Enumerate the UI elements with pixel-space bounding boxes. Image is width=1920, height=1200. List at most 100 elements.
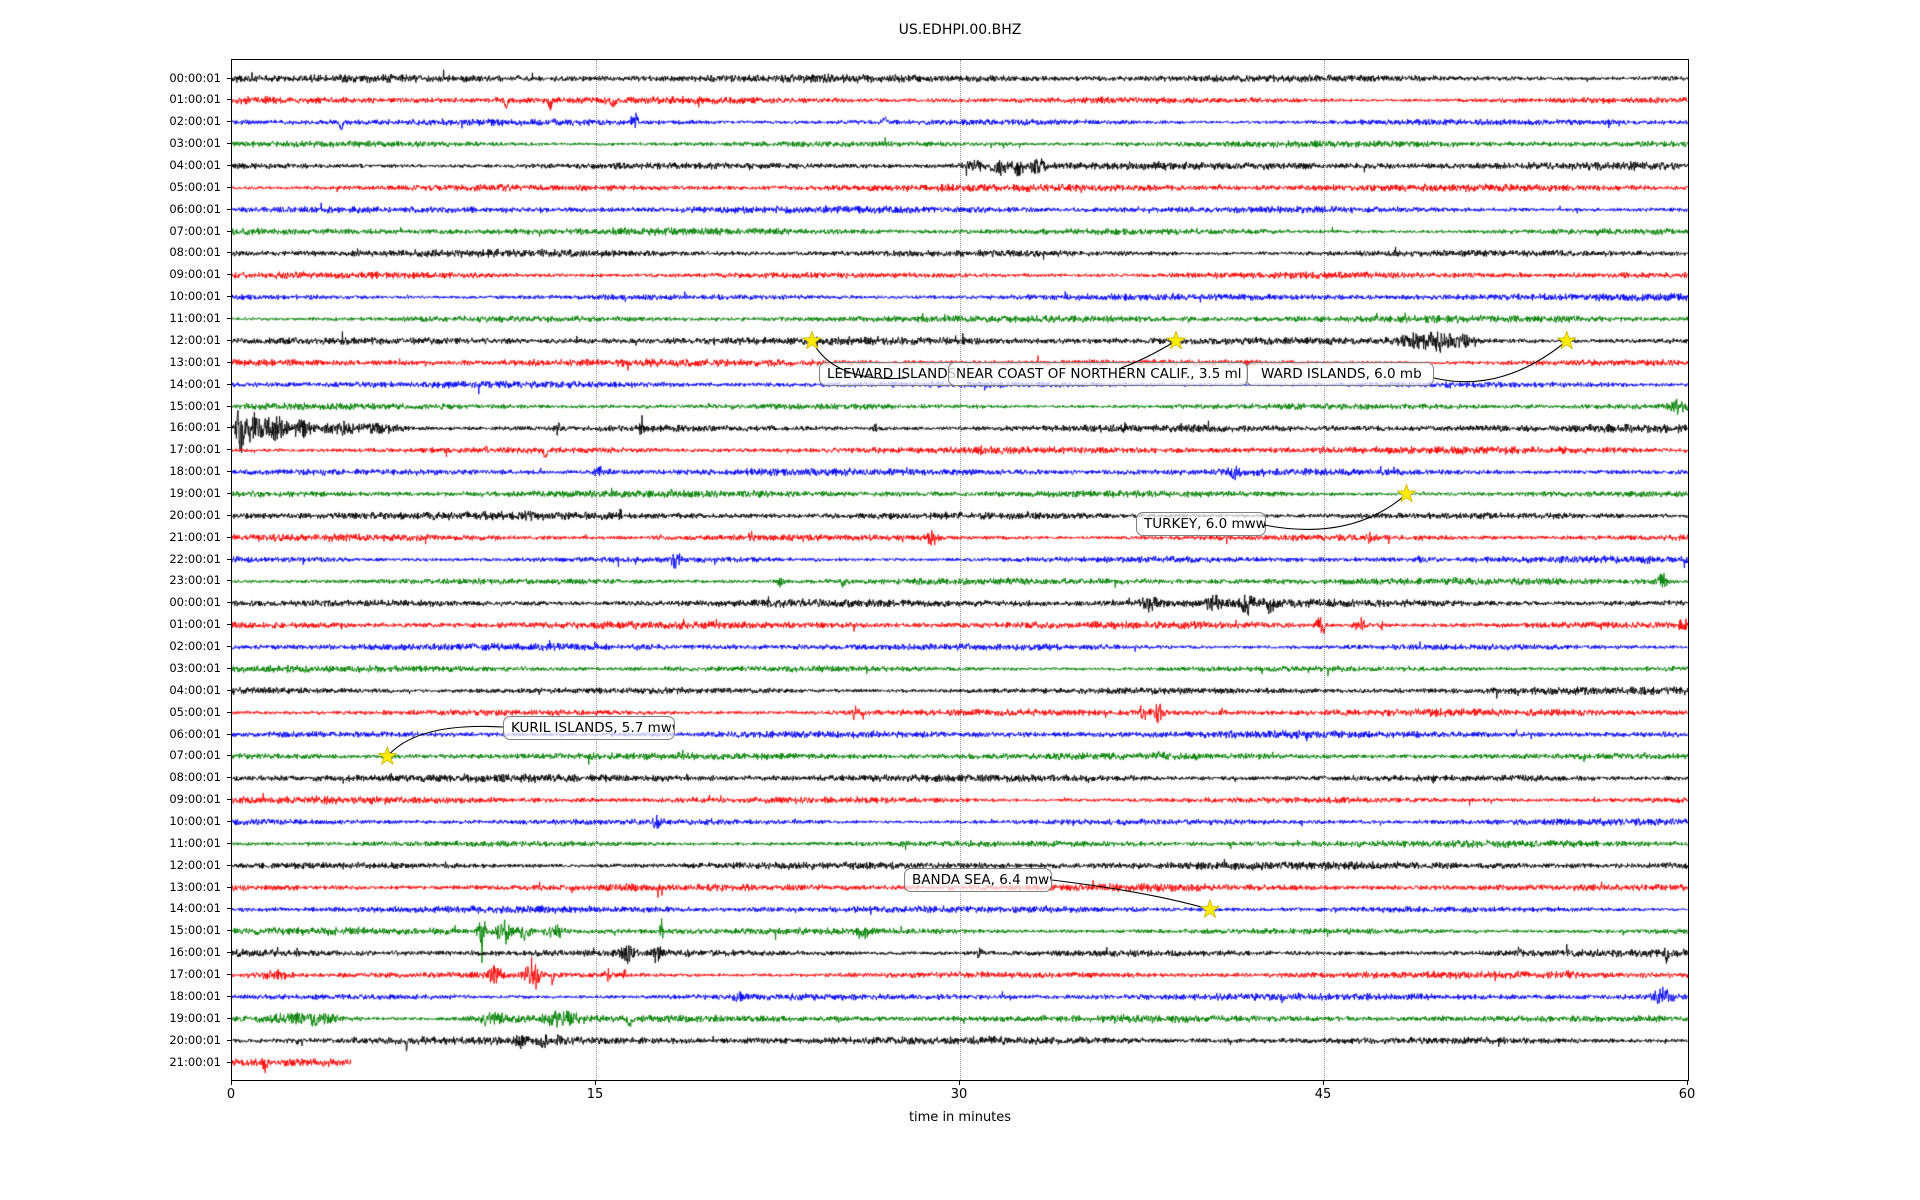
annotation-box-leeward-islands-b: WARD ISLANDS, 6.0 mb — [1246, 362, 1434, 386]
annotation-label: BANDA SEA, 6.4 mww — [912, 872, 1052, 888]
y-axis-label: 20:00:01 — [169, 507, 221, 522]
y-axis-label: 14:00:01 — [169, 901, 221, 916]
y-axis-label: 11:00:01 — [169, 311, 221, 326]
y-axis-label: 01:00:01 — [169, 617, 221, 632]
y-axis-label: 08:00:01 — [169, 245, 221, 260]
y-axis-label: 18:00:01 — [169, 464, 221, 479]
y-axis-tick — [227, 164, 231, 166]
y-axis-tick — [227, 252, 231, 254]
y-axis-tick — [227, 908, 231, 910]
y-axis-tick — [227, 1017, 231, 1019]
y-axis-tick — [227, 624, 231, 626]
y-axis-tick — [227, 383, 231, 385]
y-axis-tick — [227, 842, 231, 844]
y-axis-label: 12:00:01 — [169, 857, 221, 872]
y-axis-label: 10:00:01 — [169, 813, 221, 828]
x-axis-tick — [231, 1081, 232, 1085]
y-axis-tick — [227, 602, 231, 604]
y-axis-label: 15:00:01 — [169, 398, 221, 413]
x-axis-tick — [959, 1081, 960, 1085]
y-axis-tick — [227, 1061, 231, 1063]
y-axis-tick — [227, 186, 231, 188]
y-axis-tick — [227, 646, 231, 648]
y-axis-label: 16:00:01 — [169, 945, 221, 960]
y-axis-label: 11:00:01 — [169, 835, 221, 850]
y-axis-label: 13:00:01 — [169, 879, 221, 894]
y-axis-tick — [227, 995, 231, 997]
y-axis-tick — [227, 733, 231, 735]
y-axis-tick — [227, 427, 231, 429]
y-axis-tick — [227, 689, 231, 691]
y-axis-tick — [227, 952, 231, 954]
waveform-traces-canvas — [232, 60, 1688, 1080]
y-axis-tick — [227, 318, 231, 320]
y-axis-label: 09:00:01 — [169, 267, 221, 282]
y-axis-tick — [227, 536, 231, 538]
y-axis-tick — [227, 886, 231, 888]
plot-area: LEEWARD ISLANDS NEAR COAST OF NORTHERN CA… — [231, 59, 1689, 1081]
y-axis-label: 00:00:01 — [169, 70, 221, 85]
annotation-label: NEAR COAST OF NORTHERN CALIF., 3.5 ml — [956, 366, 1242, 382]
x-axis-tick-label: 60 — [1678, 1087, 1696, 1102]
y-axis-tick — [227, 755, 231, 757]
y-axis-tick — [227, 99, 231, 101]
y-axis-tick — [227, 405, 231, 407]
y-axis-label: 13:00:01 — [169, 354, 221, 369]
y-axis-tick — [227, 799, 231, 801]
y-axis-label: 06:00:01 — [169, 201, 221, 216]
y-axis-label: 07:00:01 — [169, 223, 221, 238]
y-axis-label: 04:00:01 — [169, 157, 221, 172]
y-axis-label: 01:00:01 — [169, 92, 221, 107]
y-axis-tick — [227, 492, 231, 494]
x-axis-tick-label: 15 — [586, 1087, 604, 1102]
y-axis-label: 03:00:01 — [169, 660, 221, 675]
y-axis-label: 22:00:01 — [169, 551, 221, 566]
y-axis-label: 16:00:01 — [169, 420, 221, 435]
y-axis-tick — [227, 361, 231, 363]
y-axis-label: 20:00:01 — [169, 1032, 221, 1047]
y-axis-label: 14:00:01 — [169, 376, 221, 391]
y-axis-label: 05:00:01 — [169, 179, 221, 194]
x-axis-tick-label: 30 — [950, 1087, 968, 1102]
y-axis-label: 12:00:01 — [169, 332, 221, 347]
y-axis-label: 19:00:01 — [169, 485, 221, 500]
y-axis-label: 04:00:01 — [169, 682, 221, 697]
y-axis-label: 02:00:01 — [169, 114, 221, 129]
annotation-label: LEEWARD ISLANDS — [827, 366, 957, 382]
y-axis-label: 23:00:01 — [169, 573, 221, 588]
y-axis-tick — [227, 777, 231, 779]
y-axis-tick — [227, 514, 231, 516]
y-axis-tick — [227, 711, 231, 713]
y-axis-label: 17:00:01 — [169, 442, 221, 457]
y-axis-tick — [227, 580, 231, 582]
y-axis-label: 00:00:01 — [169, 595, 221, 610]
annotation-box-leeward-islands-a: LEEWARD ISLANDS — [819, 362, 969, 386]
y-axis-tick — [227, 230, 231, 232]
y-axis-label: 21:00:01 — [169, 529, 221, 544]
y-axis-tick — [227, 1039, 231, 1041]
y-axis-tick — [227, 208, 231, 210]
y-axis-tick — [227, 449, 231, 451]
y-axis-tick — [227, 339, 231, 341]
y-axis-tick — [227, 77, 231, 79]
y-axis-label: 10:00:01 — [169, 289, 221, 304]
y-axis-label: 17:00:01 — [169, 967, 221, 982]
annotation-label: WARD ISLANDS, 6.0 mb — [1261, 366, 1422, 382]
y-axis-label: 02:00:01 — [169, 639, 221, 654]
y-axis-tick — [227, 121, 231, 123]
y-axis-label: 19:00:01 — [169, 1010, 221, 1025]
y-axis-tick — [227, 471, 231, 473]
y-axis-label: 09:00:01 — [169, 792, 221, 807]
annotation-label: TURKEY, 6.0 mww — [1144, 516, 1266, 532]
y-axis-tick — [227, 667, 231, 669]
y-axis-label: 03:00:01 — [169, 136, 221, 151]
x-axis-tick-label: 0 — [226, 1087, 236, 1102]
y-axis-label: 07:00:01 — [169, 748, 221, 763]
annotation-box-banda-sea: BANDA SEA, 6.4 mww — [904, 868, 1052, 892]
y-axis-tick — [227, 820, 231, 822]
y-axis-label: 08:00:01 — [169, 770, 221, 785]
x-axis-tick-label: 45 — [1314, 1087, 1332, 1102]
y-axis-tick — [227, 864, 231, 866]
x-axis-title: time in minutes — [908, 1110, 1012, 1125]
